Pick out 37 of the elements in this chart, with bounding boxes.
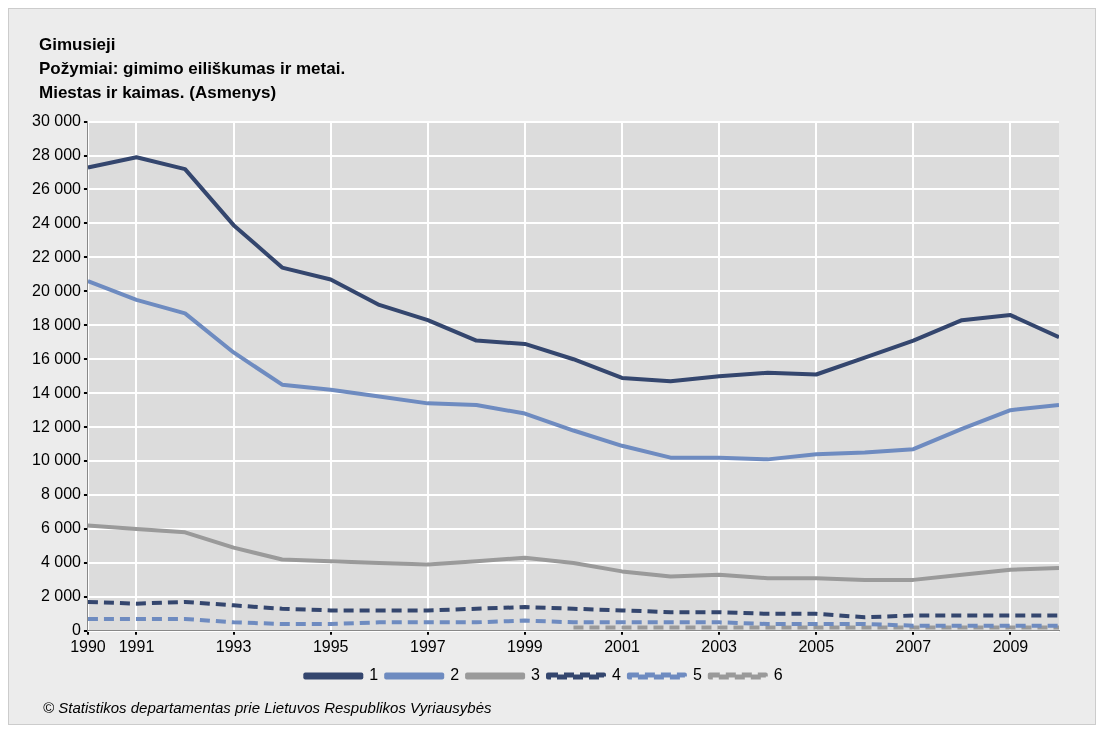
line-series — [87, 599, 1059, 620]
y-tick-label: 26 000 — [32, 179, 82, 197]
x-tick-label: 1999 — [507, 637, 543, 655]
y-tick-label: 8 000 — [40, 485, 82, 503]
x-tick-label: 2003 — [701, 637, 738, 655]
y-tick-label: 12 000 — [32, 417, 82, 435]
x-tick-label: 2007 — [895, 637, 932, 655]
y-tick-label: 0 — [72, 621, 82, 639]
x-tick-label: 1993 — [215, 637, 252, 655]
y-tick-label: 24 000 — [32, 213, 82, 231]
legend-label: 2 — [450, 666, 460, 684]
y-tick-label: 10 000 — [32, 451, 82, 469]
legend-label: 4 — [612, 666, 621, 684]
y-tick-label: 4 000 — [40, 553, 82, 571]
y-tick-label: 14 000 — [32, 383, 82, 401]
x-tick-label: 2009 — [992, 637, 1029, 655]
y-tick-label: 30 000 — [32, 112, 82, 130]
legend-label: 6 — [773, 666, 783, 684]
legend-label: 3 — [531, 666, 541, 684]
y-tick-label: 6 000 — [40, 519, 82, 537]
y-tick-label: 22 000 — [32, 247, 82, 265]
y-tick-label: 20 000 — [32, 281, 82, 299]
y-tick-label: 18 000 — [32, 315, 82, 333]
legend-label: 5 — [692, 666, 702, 684]
x-tick-label: 1997 — [410, 637, 446, 655]
x-tick-label: 2005 — [798, 637, 835, 655]
y-tick-label: 2 000 — [40, 587, 82, 605]
chart-title: Gimusieji — [39, 34, 117, 56]
y-tick-label: 28 000 — [32, 145, 82, 163]
x-tick-label: 2001 — [604, 637, 640, 655]
text: © Statistikos departamentas prie Lietuvos Respublikos Vyriausybės — [43, 699, 492, 716]
x-tick-label: 1995 — [312, 637, 349, 655]
x-tick-label: 1990 — [70, 637, 106, 655]
legend-label: 1 — [369, 666, 379, 684]
chart-subtitle: Požymiai: gimimo eiliškumas ir metai. Miestas ir kaimas. (Asmenys) — [39, 58, 346, 104]
y-tick-label: 16 000 — [32, 349, 82, 367]
x-tick-label: 1991 — [118, 637, 155, 655]
